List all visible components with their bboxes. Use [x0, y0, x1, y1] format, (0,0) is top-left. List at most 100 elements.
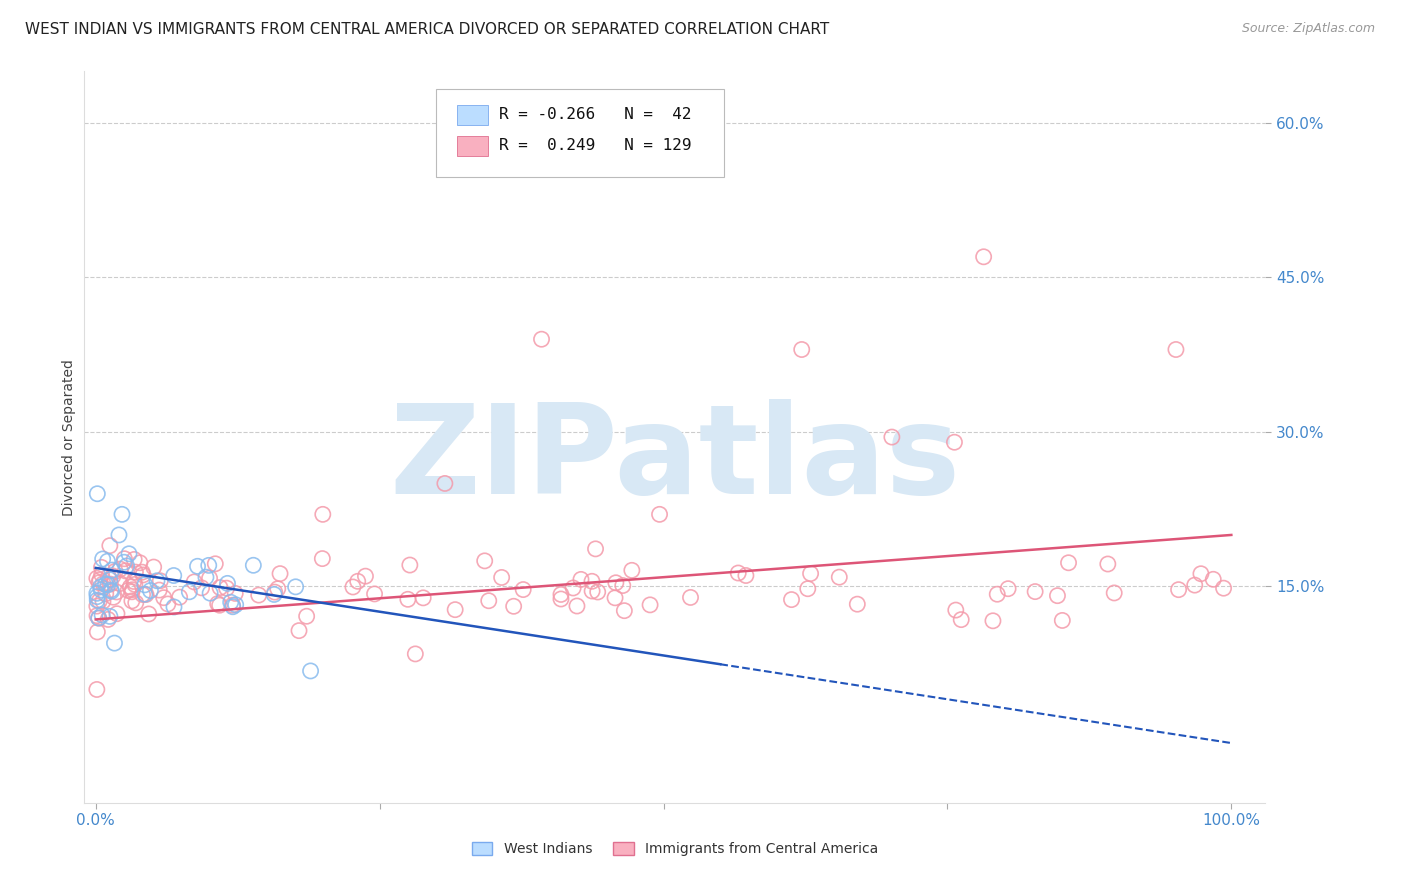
Immigrants from Central America [342, 580, 364, 594]
Immigrants from Central America [101, 569, 124, 583]
Immigrants from Central America [263, 585, 285, 599]
West Indians [198, 586, 221, 600]
Immigrants from Central America [267, 582, 290, 596]
Immigrants from Central America [581, 574, 603, 589]
Immigrants from Central America [104, 565, 127, 579]
Immigrants from Central America [86, 682, 108, 697]
Immigrants from Central America [156, 597, 179, 611]
Immigrants from Central America [412, 591, 434, 605]
Immigrants from Central America [135, 588, 157, 602]
West Indians [146, 574, 169, 588]
West Indians [118, 547, 141, 561]
Immigrants from Central America [91, 576, 114, 591]
Immigrants from Central America [97, 570, 120, 584]
West Indians [100, 583, 122, 598]
Immigrants from Central America [288, 624, 311, 638]
Immigrants from Central America [89, 573, 111, 587]
Immigrants from Central America [142, 560, 165, 574]
Immigrants from Central America [152, 591, 174, 605]
Immigrants from Central America [183, 574, 205, 589]
Immigrants from Central America [585, 541, 607, 556]
Immigrants from Central America [269, 566, 291, 581]
Immigrants from Central America [679, 591, 702, 605]
Legend: West Indians, Immigrants from Central America: West Indians, Immigrants from Central Am… [465, 837, 884, 862]
Immigrants from Central America [790, 343, 813, 357]
Immigrants from Central America [124, 565, 146, 579]
West Indians [91, 552, 114, 566]
West Indians [225, 598, 247, 612]
Immigrants from Central America [91, 594, 114, 608]
West Indians [163, 568, 186, 582]
West Indians [134, 587, 156, 601]
West Indians [217, 576, 239, 591]
West Indians [97, 577, 120, 591]
West Indians [263, 587, 285, 601]
Immigrants from Central America [311, 551, 333, 566]
Immigrants from Central America [780, 592, 803, 607]
Immigrants from Central America [131, 588, 153, 602]
West Indians [112, 555, 135, 569]
Immigrants from Central America [117, 583, 139, 598]
West Indians [163, 599, 186, 614]
Immigrants from Central America [735, 568, 758, 582]
West Indians [179, 584, 201, 599]
Text: ZIPatlas: ZIPatlas [389, 399, 960, 519]
Immigrants from Central America [224, 586, 246, 600]
Immigrants from Central America [444, 602, 467, 616]
Immigrants from Central America [550, 592, 572, 607]
Immigrants from Central America [800, 566, 823, 581]
Immigrants from Central America [120, 580, 142, 594]
Immigrants from Central America [973, 250, 995, 264]
Immigrants from Central America [98, 539, 121, 553]
West Indians [242, 558, 264, 573]
West Indians [90, 582, 112, 597]
Immigrants from Central America [550, 587, 572, 601]
Immigrants from Central America [1164, 343, 1187, 357]
Immigrants from Central America [612, 578, 634, 592]
Immigrants from Central America [108, 576, 131, 591]
Y-axis label: Divorced or Separated: Divorced or Separated [62, 359, 76, 516]
Immigrants from Central America [354, 569, 377, 583]
Immigrants from Central America [1202, 572, 1225, 586]
Immigrants from Central America [586, 585, 609, 599]
West Indians [94, 577, 117, 591]
Immigrants from Central America [1052, 614, 1074, 628]
Immigrants from Central America [478, 593, 501, 607]
West Indians [115, 558, 138, 573]
West Indians [86, 487, 108, 501]
Immigrants from Central America [131, 565, 153, 579]
Immigrants from Central America [945, 603, 967, 617]
Immigrants from Central America [433, 476, 456, 491]
Immigrants from Central America [190, 581, 212, 595]
Immigrants from Central America [491, 570, 513, 584]
Immigrants from Central America [846, 597, 869, 611]
Immigrants from Central America [90, 560, 112, 574]
Immigrants from Central America [125, 596, 148, 610]
Immigrants from Central America [727, 566, 749, 580]
Immigrants from Central America [198, 571, 221, 585]
Immigrants from Central America [502, 599, 524, 614]
Immigrants from Central America [86, 624, 108, 639]
Immigrants from Central America [603, 591, 626, 605]
Immigrants from Central America [943, 435, 966, 450]
West Indians [197, 558, 219, 573]
Immigrants from Central America [124, 577, 146, 591]
West Indians [299, 664, 322, 678]
Immigrants from Central America [112, 551, 135, 566]
Immigrants from Central America [138, 607, 160, 621]
Immigrants from Central America [1167, 582, 1189, 597]
West Indians [98, 609, 121, 624]
Immigrants from Central America [87, 575, 110, 590]
Immigrants from Central America [880, 430, 903, 444]
Immigrants from Central America [97, 612, 120, 626]
Immigrants from Central America [121, 584, 143, 599]
Immigrants from Central America [86, 608, 108, 623]
Immigrants from Central America [121, 594, 143, 608]
Immigrants from Central America [221, 598, 243, 612]
Immigrants from Central America [128, 556, 150, 570]
Immigrants from Central America [108, 562, 131, 576]
Immigrants from Central America [204, 557, 226, 571]
Immigrants from Central America [207, 597, 229, 611]
Immigrants from Central America [565, 599, 588, 613]
Immigrants from Central America [404, 647, 426, 661]
